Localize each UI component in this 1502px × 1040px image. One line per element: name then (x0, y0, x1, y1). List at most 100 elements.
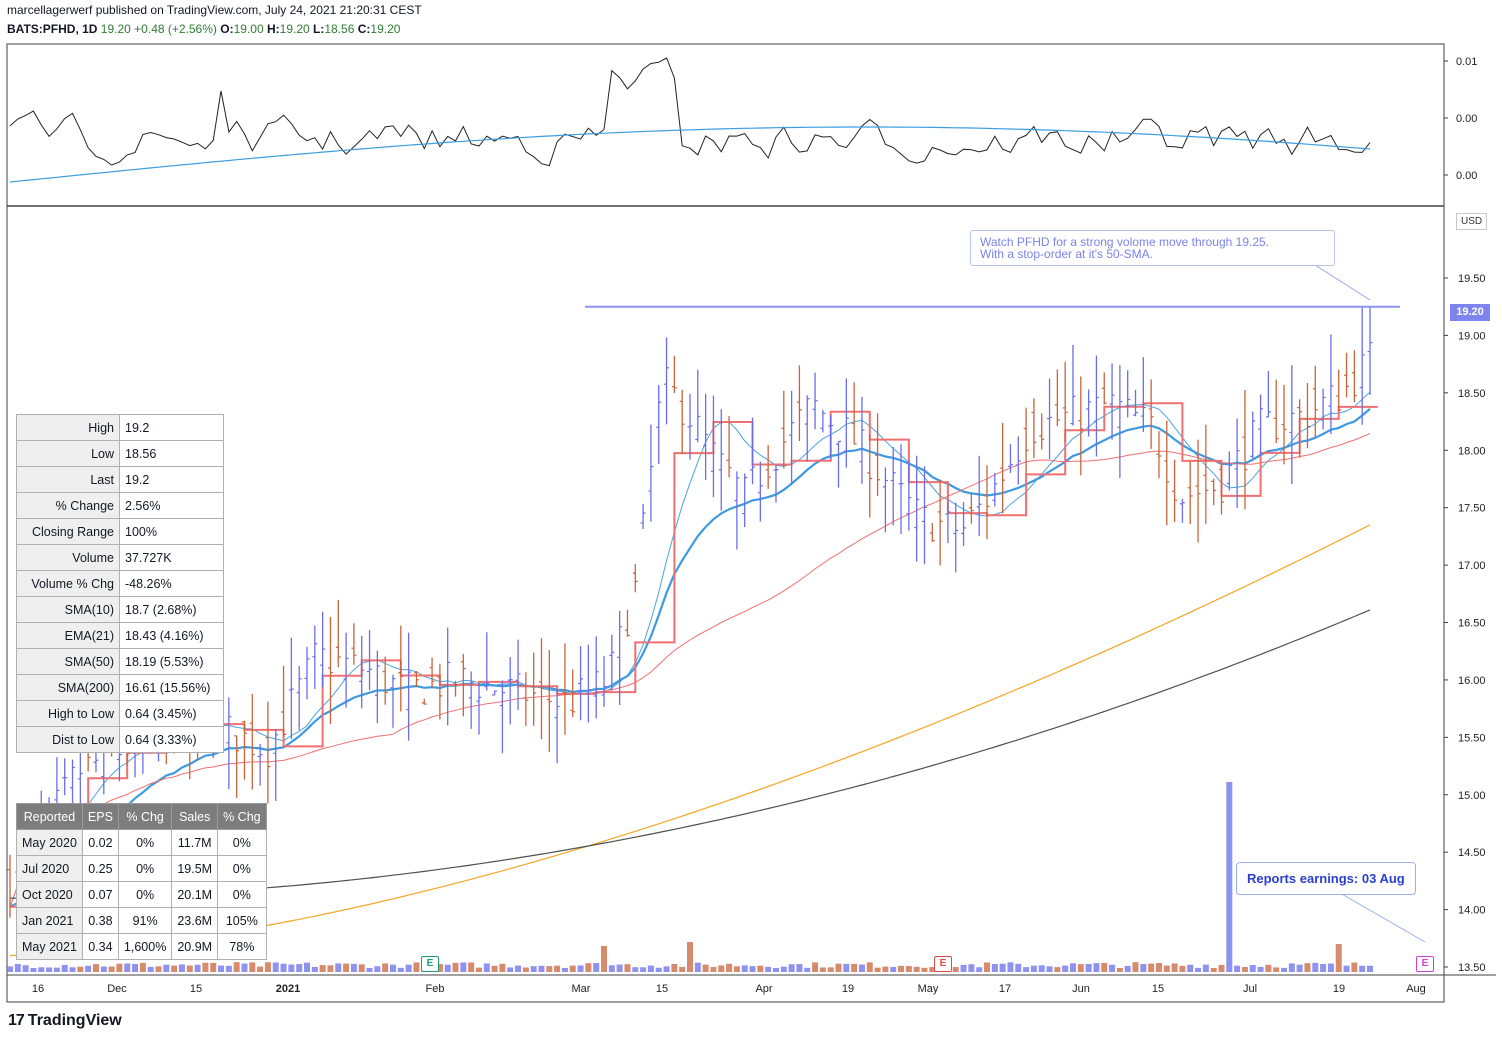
earnings-cell: 11.7M (171, 829, 219, 856)
volume-bar (984, 962, 991, 972)
earnings-row: Oct 2020 0.07 0% 20.1M 0% (16, 881, 267, 908)
analysis-note[interactable]: Watch PFHD for a strong volome move thro… (970, 230, 1335, 266)
earnings-header: Reported (16, 803, 83, 830)
price-tick-label: 15.00 (1458, 790, 1486, 802)
stats-row: % Change 2.56% (16, 492, 224, 519)
note-line-2: With a stop-order at it's 50-SMA. (980, 247, 1154, 261)
volume-bar (835, 963, 842, 972)
currency-badge[interactable]: USD (1456, 213, 1488, 230)
volume-bar (225, 965, 232, 972)
volume-bar (905, 966, 912, 972)
time-tick-label: May (918, 983, 939, 995)
last-price: 19.20 (100, 22, 131, 36)
volume-bar (851, 963, 858, 972)
volume-bar (515, 965, 522, 972)
stats-label: High to Low (16, 700, 120, 727)
stats-label: % Change (16, 492, 120, 519)
earnings-row: Jan 2021 0.38 91% 23.6M 105% (16, 907, 267, 934)
stats-row: Last 19.2 (16, 466, 224, 493)
price-tick-label: 16.00 (1458, 675, 1486, 687)
volume-bar (374, 966, 381, 972)
volume-bar (38, 967, 45, 972)
close-value: 19.20 (370, 22, 401, 36)
volume-bar (796, 964, 803, 972)
logo-text: TradingView (27, 1012, 122, 1029)
volume-bar (780, 966, 787, 972)
earnings-event-icon[interactable]: E (934, 956, 952, 972)
price-tick-label: 18.50 (1458, 388, 1486, 400)
time-tick-label: Aug (1406, 983, 1426, 995)
time-tick-label: Jun (1072, 983, 1090, 995)
upcoming-earnings-icon[interactable]: E (1416, 956, 1434, 972)
earnings-cell: 23.6M (171, 907, 219, 934)
earnings-row: May 2021 0.34 1,600% 20.9M 78% (16, 933, 267, 960)
volume-bar (1304, 963, 1311, 972)
volume-bar (1077, 964, 1084, 972)
high-label: H: (266, 22, 280, 36)
volume-bar (1046, 966, 1053, 972)
volume-bar (1038, 965, 1045, 972)
volume-bar (1218, 964, 1225, 972)
volume-bar (124, 963, 131, 972)
volume-bar (350, 963, 357, 972)
time-tick-label: Mar (572, 983, 591, 995)
volume-bar (272, 962, 279, 972)
volume-bar (139, 962, 146, 972)
earnings-cell: 0% (117, 881, 173, 908)
volume-bar (843, 963, 850, 972)
earnings-event-icon[interactable]: E (421, 956, 439, 972)
earnings-callout[interactable]: Reports earnings: 03 Aug (1236, 862, 1416, 895)
price-tick-label: 19.50 (1458, 273, 1486, 285)
volume-bar (757, 965, 764, 972)
volume-bar (366, 967, 373, 972)
volume-bar (827, 967, 834, 972)
symbol-label[interactable]: BATS:PFHD, 1D (7, 22, 98, 36)
volume-bar (1351, 962, 1358, 972)
price-tick-label: 19.00 (1458, 330, 1486, 342)
stats-label: Low (16, 440, 120, 467)
volume-bar (218, 965, 225, 972)
volume-bar (718, 965, 725, 972)
price-tick-label: 14.50 (1458, 847, 1486, 859)
volume-bar (171, 965, 178, 972)
stats-row: SMA(50) 18.19 (5.53%) (16, 648, 224, 675)
stats-value: 2.56% (119, 492, 224, 519)
indicator-line (9, 57, 1371, 167)
volume-bar (991, 963, 998, 972)
stats-row: Closing Range 100% (16, 518, 224, 545)
stats-row: High to Low 0.64 (3.45%) (16, 700, 224, 727)
open-label: O: (220, 22, 234, 36)
volume-bar (569, 965, 576, 972)
volume-bar (132, 963, 139, 972)
volume-bar (1195, 967, 1202, 972)
stats-row: SMA(10) 18.7 (2.68%) (16, 596, 224, 623)
volume-bar (772, 967, 779, 972)
stats-label: Volume % Chg (16, 570, 120, 597)
earnings-header: Sales (171, 803, 219, 830)
volume-bar (890, 967, 897, 972)
volume-bar (593, 963, 600, 972)
volume-bar (952, 967, 959, 972)
volume-bar (585, 963, 592, 972)
volume-bar (1093, 963, 1100, 972)
volume-bar (210, 962, 217, 972)
volume-bar (249, 962, 256, 972)
volume-bar (304, 962, 311, 972)
earnings-cell: 1,600% (117, 933, 173, 960)
volume-bar (788, 964, 795, 972)
earnings-cell: 0% (117, 855, 173, 882)
price-tick-label: 16.50 (1458, 618, 1486, 630)
price-tick-label: 17.50 (1458, 503, 1486, 515)
volume-bar (1109, 964, 1116, 972)
tradingview-logo[interactable]: 17 TradingView (8, 1012, 122, 1030)
volume-bar (358, 964, 365, 972)
volume-bar (483, 963, 490, 972)
volume-bar (741, 965, 748, 972)
stats-label: Volume (16, 544, 120, 571)
volume-bar (804, 967, 811, 972)
volume-bar (999, 963, 1006, 972)
stats-label: Last (16, 466, 120, 493)
stats-table: High 19.2 Low 18.56 Last 19.2% Change 2.56% Clo… (16, 414, 224, 753)
stats-value: 18.7 (2.68%) (119, 596, 224, 623)
volume-bar (608, 965, 615, 972)
